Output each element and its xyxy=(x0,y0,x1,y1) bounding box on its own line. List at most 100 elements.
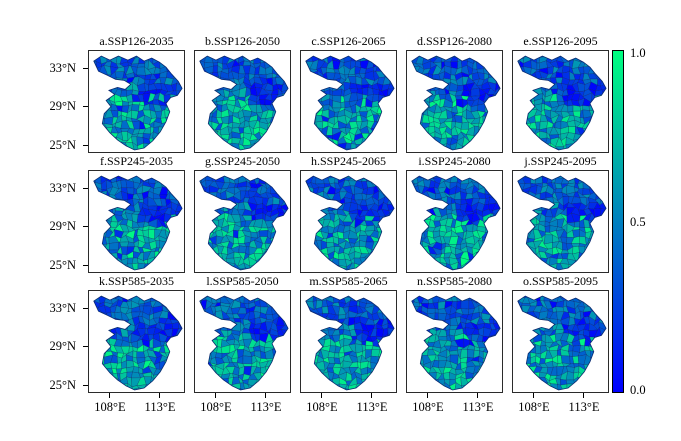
y-axis-label: 29°N xyxy=(49,339,76,353)
basin-map xyxy=(517,295,607,391)
basin-map xyxy=(93,55,183,151)
map-panel xyxy=(512,50,609,153)
x-axis-label: 113°E xyxy=(568,400,600,414)
basin-outline xyxy=(517,55,607,151)
y-axis-tick xyxy=(83,226,88,227)
panel-title: a.SSP126-2035 xyxy=(99,34,174,48)
x-axis-label: 108°E xyxy=(412,400,444,414)
y-axis-tick xyxy=(83,265,88,266)
y-axis-label: 25°N xyxy=(49,378,76,392)
x-axis-label: 108°E xyxy=(306,400,338,414)
y-axis-tick xyxy=(83,145,88,146)
x-axis-tick xyxy=(371,393,372,398)
panel-title: m.SSP585-2065 xyxy=(309,274,388,288)
x-axis-tick xyxy=(533,393,534,398)
basin-outline xyxy=(93,55,183,151)
colorbar-tick-label: 1.0 xyxy=(630,46,646,60)
y-axis-label: 29°N xyxy=(49,99,76,113)
panel-title: h.SSP245-2065 xyxy=(310,154,387,168)
map-panel xyxy=(194,50,291,153)
x-axis-tick xyxy=(427,393,428,398)
panel-title: b.SSP126-2050 xyxy=(204,34,281,48)
map-panel xyxy=(300,170,397,273)
x-axis-label: 113°E xyxy=(250,400,282,414)
x-axis-tick xyxy=(321,393,322,398)
x-axis-label: 113°E xyxy=(144,400,176,414)
x-axis-label: 108°E xyxy=(518,400,550,414)
basin-map xyxy=(517,55,607,151)
basin-outline xyxy=(199,55,289,151)
map-panel xyxy=(512,170,609,273)
colorbar xyxy=(612,50,624,393)
basin-outline xyxy=(411,295,501,391)
panel-title: o.SSP585-2095 xyxy=(522,274,599,288)
y-axis-tick xyxy=(83,346,88,347)
basin-outline xyxy=(517,175,607,271)
panel-title: k.SSP585-2035 xyxy=(98,274,175,288)
panel-title: n.SSP585-2080 xyxy=(416,274,493,288)
x-axis-label: 108°E xyxy=(94,400,126,414)
panel-title: c.SSP126-2065 xyxy=(311,34,386,48)
panel-title: i.SSP245-2080 xyxy=(418,154,491,168)
y-axis-tick xyxy=(83,68,88,69)
basin-outline xyxy=(305,55,395,151)
map-panel xyxy=(406,170,503,273)
colorbar-tick-label: 0.5 xyxy=(630,214,646,229)
map-panel xyxy=(406,290,503,393)
map-panel xyxy=(88,50,185,153)
x-axis-label: 113°E xyxy=(462,400,494,414)
basin-outline xyxy=(93,295,183,391)
y-axis-tick xyxy=(83,106,88,107)
x-axis-label: 113°E xyxy=(356,400,388,414)
basin-outline xyxy=(517,295,607,391)
map-panel xyxy=(88,170,185,273)
basin-outline xyxy=(93,175,183,271)
basin-outline xyxy=(305,175,395,271)
basin-map xyxy=(199,55,289,151)
panel-title: e.SSP126-2095 xyxy=(523,34,598,48)
y-axis-label: 25°N xyxy=(49,258,76,272)
basin-map xyxy=(305,55,395,151)
x-axis-tick xyxy=(265,393,266,398)
x-axis-tick xyxy=(583,393,584,398)
basin-map xyxy=(199,175,289,271)
basin-map xyxy=(199,295,289,391)
panel-title: l.SSP585-2050 xyxy=(206,274,279,288)
panel-title: j.SSP245-2095 xyxy=(524,154,597,168)
basin-map xyxy=(411,295,501,391)
basin-outline xyxy=(411,55,501,151)
map-panel xyxy=(406,50,503,153)
colorbar-tick-label: 0.0 xyxy=(630,383,646,397)
y-axis-label: 33°N xyxy=(49,301,76,315)
basin-map xyxy=(411,55,501,151)
panel-title: g.SSP245-2050 xyxy=(204,154,281,168)
x-axis-label: 108°E xyxy=(200,400,232,414)
map-panel xyxy=(512,290,609,393)
y-axis-label: 25°N xyxy=(49,138,76,152)
map-panel xyxy=(300,50,397,153)
y-axis-label: 33°N xyxy=(49,181,76,195)
map-panel xyxy=(88,290,185,393)
basin-map xyxy=(411,175,501,271)
basin-map xyxy=(517,175,607,271)
map-panel xyxy=(300,290,397,393)
map-panel xyxy=(194,290,291,393)
y-axis-label: 33°N xyxy=(49,61,76,75)
y-axis-tick xyxy=(83,188,88,189)
x-axis-tick xyxy=(215,393,216,398)
basin-map xyxy=(305,175,395,271)
basin-outline xyxy=(199,295,289,391)
x-axis-tick xyxy=(477,393,478,398)
basin-map xyxy=(93,175,183,271)
y-axis-label: 29°N xyxy=(49,219,76,233)
x-axis-tick xyxy=(159,393,160,398)
panel-title: d.SSP126-2080 xyxy=(416,34,493,48)
basin-outline xyxy=(305,295,395,391)
basin-map xyxy=(93,295,183,391)
y-axis-tick xyxy=(83,308,88,309)
y-axis-tick xyxy=(83,385,88,386)
basin-outline xyxy=(411,175,501,271)
basin-outline xyxy=(199,175,289,271)
map-panel xyxy=(194,170,291,273)
